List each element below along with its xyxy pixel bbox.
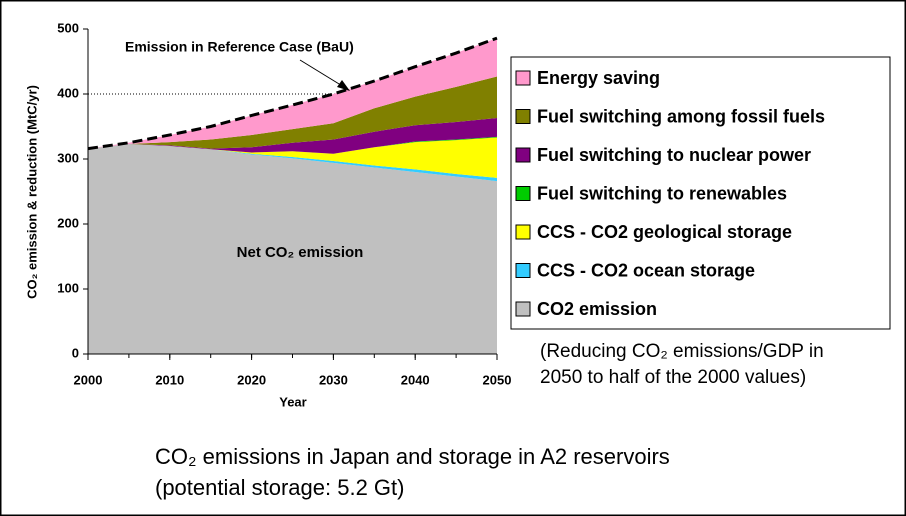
x-tick-label: 2010 <box>155 372 184 387</box>
x-tick-label: 2000 <box>74 372 103 387</box>
x-axis-label: Year <box>279 394 306 409</box>
x-tick-label: 2050 <box>483 372 512 387</box>
net-annotation: Net CO₂ emission <box>237 244 364 261</box>
y-tick-label: 400 <box>57 85 79 100</box>
x-tick-label: 2030 <box>319 372 348 387</box>
bau-line <box>87 36 498 151</box>
area <box>88 118 497 154</box>
plot-area <box>87 36 498 354</box>
legend-swatch <box>515 224 531 240</box>
y-tick-label: 0 <box>72 345 79 360</box>
legend-label: Energy saving <box>537 68 660 88</box>
legend-swatch <box>515 186 531 201</box>
bau-annotation: Emission in Reference Case (BaU) <box>125 39 354 55</box>
caption: CO₂ emissions in Japan and storage in A2… <box>155 444 670 469</box>
legend-label: CCS - CO2 geological storage <box>537 222 792 242</box>
legend-swatch <box>515 109 531 124</box>
legend-label: Fuel switching to renewables <box>537 183 787 203</box>
caption: (potential storage: 5.2 Gt) <box>155 475 404 500</box>
y-tick-label: 300 <box>57 150 79 165</box>
legend-swatch <box>515 263 531 278</box>
area <box>88 38 497 149</box>
legend-swatch <box>515 301 531 317</box>
legend-label: Fuel switching among fossil fuels <box>537 106 825 126</box>
legend-label: Fuel switching to nuclear power <box>537 145 811 165</box>
y-axis-label: CO₂ emission & reduction (MtC/yr) <box>24 85 39 299</box>
area <box>88 137 497 178</box>
note: 2050 to half of the 2000 values) <box>540 367 806 388</box>
annotation-arrow <box>299 59 345 88</box>
note: (Reducing CO₂ emissions/GDP in <box>540 341 824 362</box>
y-tick-label: 100 <box>57 280 79 295</box>
y-tick-label: 500 <box>57 20 79 35</box>
area <box>88 76 497 149</box>
legend-box <box>510 56 891 330</box>
legend-swatch <box>515 147 531 163</box>
y-tick-label: 200 <box>57 215 79 230</box>
legend-label: CO2 emission <box>537 299 657 319</box>
legend-swatch <box>515 70 531 86</box>
legend-label: CCS - CO2 ocean storage <box>537 260 755 280</box>
arrow-head <box>337 80 350 91</box>
area <box>88 144 497 354</box>
x-tick-label: 2020 <box>237 372 266 387</box>
x-tick-label: 2040 <box>401 372 430 387</box>
